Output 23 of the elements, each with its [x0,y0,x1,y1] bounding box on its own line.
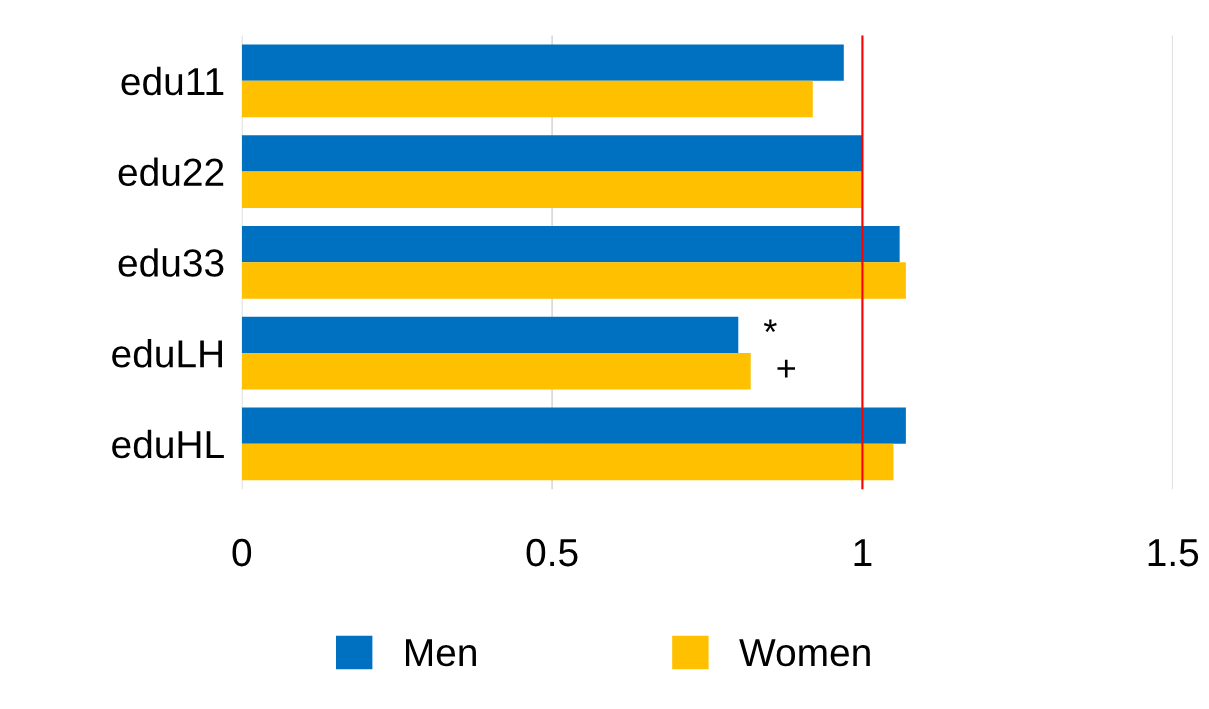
bar [241,44,844,81]
y-tick-label: edu11 [121,66,224,96]
x-tick-label: 1.5 [1148,539,1199,567]
bar [241,171,863,208]
bar [241,316,739,354]
x-tick-label: 1 [854,539,872,566]
legend-label: Women [739,639,870,667]
bar [241,135,863,172]
bar [241,443,894,481]
y-tick-label: edu22 [118,157,224,187]
bar [241,262,906,299]
annotation: * [763,319,777,333]
legend-label: Men [406,639,476,667]
bar [241,80,813,118]
x-tick-label: 0.5 [526,538,578,567]
x-tick-label: 0 [232,538,252,567]
y-tick-label: eduHL [112,429,224,459]
y-tick-label: eduLH [112,338,222,368]
bar [241,407,906,444]
bar [241,353,751,390]
annotation: + [777,359,796,378]
y-tick-label: edu33 [118,248,224,277]
bar [241,226,900,263]
